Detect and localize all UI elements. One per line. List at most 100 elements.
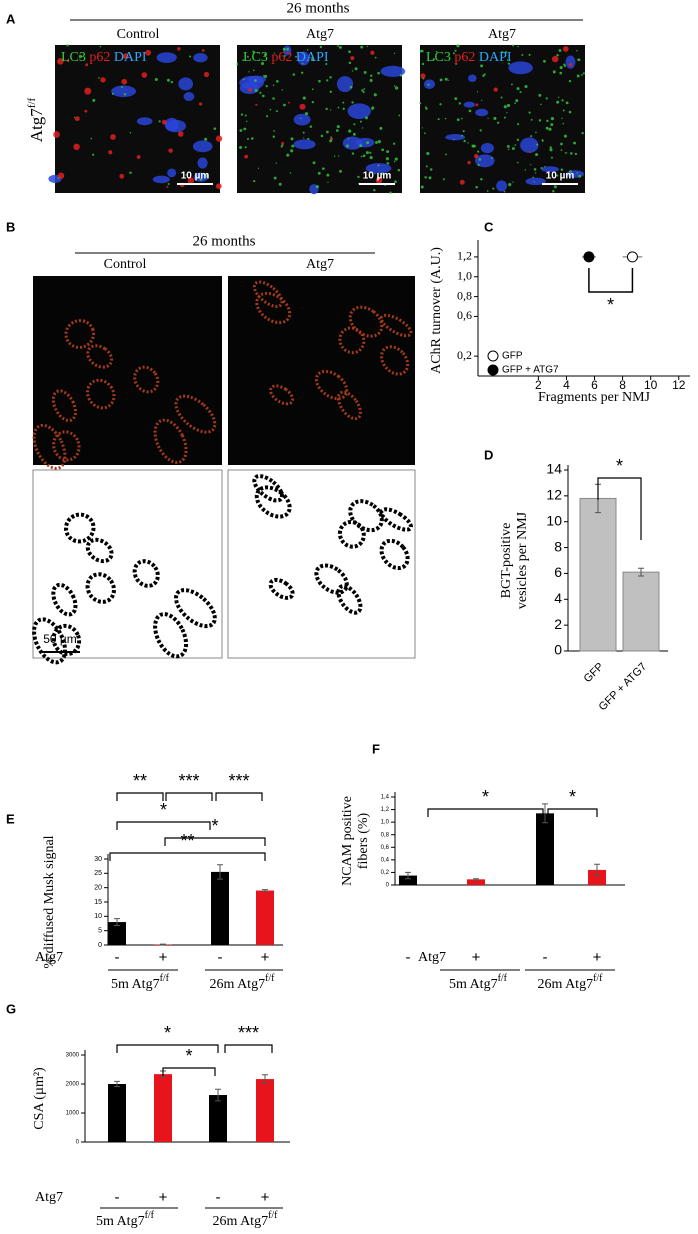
lc3-dot xyxy=(189,55,192,58)
lc3-dot xyxy=(394,157,398,161)
nmj-fluor xyxy=(64,319,96,349)
lc3-dot xyxy=(549,146,552,149)
significance-bracket xyxy=(116,1044,219,1053)
x-tick-label: 8 xyxy=(619,378,626,392)
legend-marker xyxy=(487,350,499,362)
column-label: Atg7 xyxy=(306,257,334,272)
p62-dot xyxy=(122,53,129,60)
nmj-binary xyxy=(379,538,410,571)
y-tick-label: 6 xyxy=(554,564,562,580)
bar xyxy=(108,1084,126,1142)
lc3-dot xyxy=(90,137,93,140)
x-axis-label: Fragments per NMJ xyxy=(538,390,651,405)
lc3-dot xyxy=(282,47,286,51)
lc3-dot xyxy=(236,62,238,64)
lc3-dot xyxy=(245,120,248,123)
lc3-dot xyxy=(394,85,396,87)
lc3-dot xyxy=(278,182,282,186)
stain-label: LC3 xyxy=(61,50,86,65)
lc3-dot xyxy=(557,96,560,99)
lc3-dot xyxy=(506,59,509,61)
point xyxy=(583,251,595,263)
lc3-dot xyxy=(544,165,546,168)
p62-dot xyxy=(201,49,205,52)
significance-bracket xyxy=(224,1044,273,1053)
lc3-dot xyxy=(545,126,549,130)
lc3-dot xyxy=(458,102,462,105)
y-axis-label: vesicles per NMJ xyxy=(515,511,530,609)
lc3-dot xyxy=(501,50,504,54)
lc3-dot xyxy=(424,176,427,179)
nmj-binary xyxy=(314,563,349,595)
y-axis-label: % diffused Musk signal xyxy=(42,835,57,968)
y-tick-label: 0 xyxy=(76,1140,80,1146)
lc3-dot xyxy=(421,62,425,66)
lc3-dot xyxy=(239,146,243,150)
y-tick-label: 14 xyxy=(546,461,562,477)
lc3-dot xyxy=(363,71,367,74)
nucleus xyxy=(156,52,177,63)
p62-dot xyxy=(215,183,222,190)
row-label: Atg7 xyxy=(35,950,63,965)
lc3-dot xyxy=(325,62,328,66)
group-label: 5m Atg7f/f xyxy=(96,1210,155,1229)
lc3-dot xyxy=(576,172,579,174)
lc3-dot xyxy=(351,101,354,104)
y-tick-label: 10 xyxy=(94,913,102,920)
scale-bar-label: 10 µm xyxy=(546,171,575,182)
lc3-dot xyxy=(348,61,352,65)
p62-dot xyxy=(84,109,88,113)
lc3-dot xyxy=(307,137,310,141)
x-tick-label: - xyxy=(115,1189,120,1206)
panel-letter: C xyxy=(484,219,494,234)
y-tick-label: 1,4 xyxy=(381,795,390,801)
group-label-text: 26m Atg7 xyxy=(209,977,265,992)
lc3-dot xyxy=(301,62,304,65)
p62-dot xyxy=(67,59,70,63)
nmj-binary xyxy=(336,584,363,615)
lc3-dot xyxy=(517,138,519,140)
lc3-dot xyxy=(521,53,524,56)
lc3-dot xyxy=(562,109,565,112)
lc3-dot xyxy=(541,139,544,142)
nmj-binary xyxy=(252,474,284,503)
lc3-dot xyxy=(556,54,559,57)
lc3-dot xyxy=(337,44,339,47)
lc3-dot xyxy=(273,52,276,54)
annotation: *** xyxy=(238,1023,259,1043)
lc3-dot xyxy=(354,67,358,71)
nmj-fluor xyxy=(380,345,410,376)
lc3-dot xyxy=(581,74,583,76)
y-tick-label: 0,8 xyxy=(381,832,390,838)
lc3-dot xyxy=(158,120,161,123)
lc3-dot xyxy=(252,50,255,53)
lc3-dot xyxy=(99,45,102,48)
nucleus xyxy=(468,74,477,83)
lc3-dot xyxy=(444,77,448,81)
lc3-dot xyxy=(444,117,447,120)
lc3-dot xyxy=(385,157,389,161)
chart: F NCAM positive fibers (%) 0 0,2 0,4 0,6 0,8 1,0… xyxy=(340,741,625,992)
nmj-binary xyxy=(132,559,160,588)
lc3-dot xyxy=(257,167,260,169)
lc3-dot xyxy=(92,153,95,156)
lc3-dot xyxy=(246,137,250,141)
lc3-dot xyxy=(365,151,369,155)
nucleus xyxy=(475,108,489,117)
panel-letter: E xyxy=(6,811,15,826)
lc3-dot xyxy=(576,49,578,52)
lc3-dot xyxy=(185,174,187,176)
lc3-dot xyxy=(244,114,247,117)
y-tick-label: 2000 xyxy=(66,1082,80,1088)
lc3-dot xyxy=(300,117,302,119)
stain-legend: LC3 p62 DAPI xyxy=(243,50,329,65)
lc3-dot xyxy=(480,64,484,68)
y-tick-label: 0,6 xyxy=(457,308,472,322)
lc3-dot xyxy=(471,144,475,148)
lc3-dot xyxy=(259,91,262,94)
lc3-dot xyxy=(260,61,265,66)
lc3-dot xyxy=(290,137,294,141)
nmj-fluor xyxy=(86,344,114,369)
lc3-dot xyxy=(379,126,383,130)
lc3-dot xyxy=(454,97,458,101)
